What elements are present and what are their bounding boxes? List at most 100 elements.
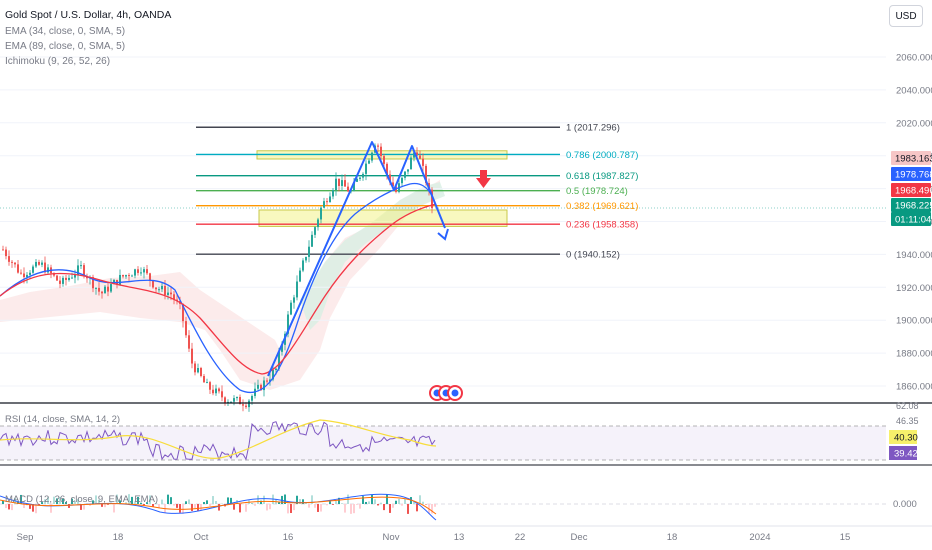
macd-histogram-bar xyxy=(131,496,133,504)
candle-body xyxy=(380,146,382,157)
candle-body xyxy=(404,171,406,178)
macd-histogram-bar xyxy=(386,494,388,504)
rsi-panel[interactable]: RSI (14, close, SMA, 14, 2) 62.08 46.35 40.… xyxy=(0,401,919,461)
indicator-ema89-legend[interactable]: EMA (89, close, 0, SMA, 5) xyxy=(5,41,126,52)
macd-histogram-bar xyxy=(263,495,265,504)
candle-body xyxy=(197,367,199,373)
candle-body xyxy=(80,265,82,267)
macd-histogram-bar xyxy=(254,504,256,506)
price-label-bg-0 xyxy=(891,151,931,165)
candle-body xyxy=(356,178,358,182)
macd-histogram-bar xyxy=(80,504,82,510)
fib-level-label-4: 0.382 (1969.621) xyxy=(566,201,638,212)
candle-body xyxy=(269,379,271,382)
indicator-ichimoku-legend[interactable]: Ichimoku (9, 26, 52, 26) xyxy=(5,56,111,67)
fibonacci-retracement[interactable]: 1 (2017.296) 0.786 (2000.787) 0.618 (1987.… xyxy=(196,123,638,261)
time-tick-3: 16 xyxy=(283,532,294,543)
fib-level-label-6: 0 (1940.152) xyxy=(566,250,620,261)
macd-title[interactable]: MACD (12, 26, close, 9, EMA, EMA) xyxy=(5,494,158,505)
macd-histogram-bar xyxy=(389,504,391,513)
macd-histogram-bar xyxy=(359,504,361,509)
price-label-bg-2 xyxy=(891,183,931,197)
candle-body xyxy=(47,267,49,273)
macd-histogram-bar xyxy=(290,504,292,513)
time-tick-10: 15 xyxy=(840,532,851,543)
ema34-line xyxy=(0,182,435,394)
candle-body xyxy=(248,400,250,408)
price-axis[interactable]: 2060.0002040.0002020.0002000.0001980.000… xyxy=(0,53,932,466)
rsi-label-0: 40.30 xyxy=(894,433,918,444)
price-label-bg-1 xyxy=(891,167,931,181)
macd-signal-line xyxy=(0,496,437,515)
candle-body xyxy=(413,152,415,158)
candle-body xyxy=(368,160,370,164)
macd-histogram-bar xyxy=(35,504,37,514)
candle-body xyxy=(185,321,187,336)
candle-body xyxy=(188,335,190,349)
candle-body xyxy=(140,272,142,274)
macd-histogram-bar xyxy=(206,500,208,504)
candle-body xyxy=(392,182,394,187)
sell-arrow-icon[interactable] xyxy=(476,170,491,188)
rsi-band xyxy=(0,426,886,460)
fib-level-label-1: 0.786 (2000.787) xyxy=(566,150,638,161)
macd-histogram-bar xyxy=(314,504,316,508)
candle-body xyxy=(299,270,301,282)
candle-body xyxy=(23,273,25,278)
macd-histogram-bar xyxy=(416,504,418,512)
candle-body xyxy=(173,294,175,300)
rsi-tick-1: 46.35 xyxy=(896,416,919,426)
candle-body xyxy=(425,165,427,184)
macd-histogram-bar xyxy=(2,501,4,504)
macd-histogram-bar xyxy=(149,495,151,504)
candle-body xyxy=(209,382,211,390)
candle-body xyxy=(131,275,133,277)
candle-body xyxy=(155,287,157,290)
rsi-title[interactable]: RSI (14, close, SMA, 14, 2) xyxy=(5,414,120,425)
macd-panel[interactable]: MACD (12, 26, close, 9, EMA, EMA) 0.000 xyxy=(0,493,917,521)
symbol-title[interactable]: Gold Spot / U.S. Dollar, 4h, OANDA xyxy=(5,9,172,21)
candle-body xyxy=(71,277,73,279)
price-label-1: 1978.768 xyxy=(895,170,932,181)
macd-histogram-bar xyxy=(218,504,220,511)
time-axis[interactable]: Sep 18 Oct 16 Nov 13 22 Dec 18 2024 15 xyxy=(0,525,932,543)
macd-histogram-bar xyxy=(311,495,313,504)
macd-histogram-bar xyxy=(383,504,385,511)
m-pattern-drawing[interactable] xyxy=(267,141,491,377)
time-tick-2: Oct xyxy=(194,532,209,543)
macd-histogram-bar xyxy=(401,504,403,506)
candle-body xyxy=(353,181,355,191)
macd-histogram-bar xyxy=(431,504,433,514)
macd-histogram-bar xyxy=(299,499,301,504)
currency-button[interactable]: USD xyxy=(889,5,923,27)
candle-body xyxy=(308,246,310,257)
macd-histogram-bar xyxy=(140,502,142,504)
fib-level-label-5: 0.236 (1958.358) xyxy=(566,220,638,231)
candle-body xyxy=(221,391,223,398)
candle-body xyxy=(329,196,331,203)
macd-histogram-bar xyxy=(176,504,178,508)
candle-body xyxy=(266,380,268,382)
macd-histogram-bar xyxy=(317,504,319,512)
macd-histogram-bar xyxy=(41,502,43,504)
m-pattern-line[interactable] xyxy=(267,141,446,377)
candle-body xyxy=(359,177,361,179)
candle-body xyxy=(401,177,403,184)
macd-histogram-bar xyxy=(362,496,364,504)
candle-body xyxy=(68,277,70,280)
indicator-ema34-legend[interactable]: EMA (34, close, 0, SMA, 5) xyxy=(5,26,126,37)
candle-body xyxy=(323,201,325,208)
candle-body xyxy=(233,398,235,402)
candle-body xyxy=(2,249,4,251)
macd-histogram-bar xyxy=(68,504,70,508)
fib-level-label-2: 0.618 (1987.827) xyxy=(566,171,638,182)
candle-body xyxy=(125,275,127,277)
economic-events[interactable] xyxy=(429,385,463,401)
macd-histogram-bar xyxy=(50,504,52,513)
macd-histogram-bar xyxy=(425,504,427,505)
macd-histogram-bar xyxy=(155,503,157,504)
macd-histogram-bar xyxy=(380,502,382,504)
candle-body xyxy=(191,348,193,364)
macd-histogram-bar xyxy=(434,504,436,507)
